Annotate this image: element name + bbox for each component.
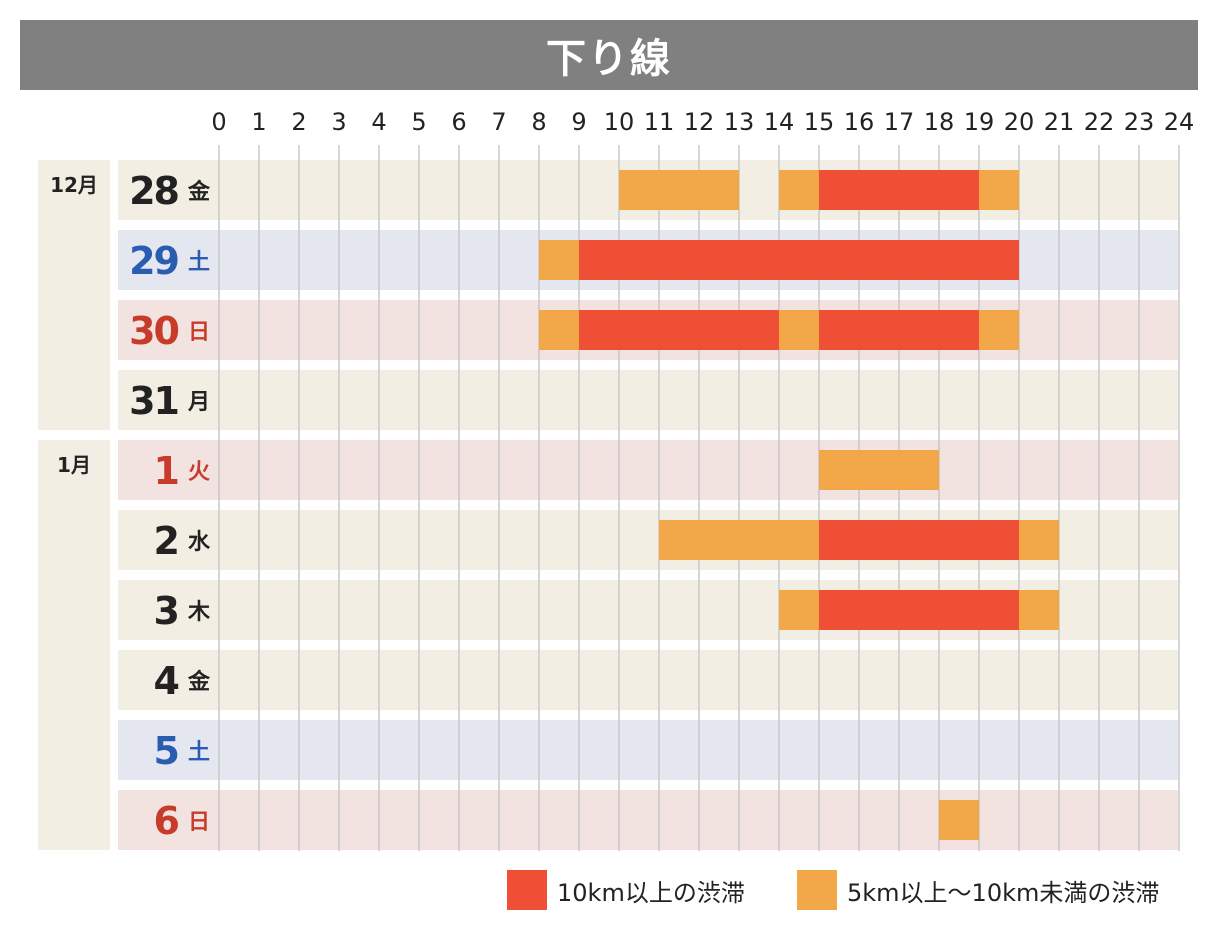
day-number: 3	[154, 589, 178, 633]
congestion-bar-minor	[979, 170, 1019, 210]
congestion-bar-minor	[1019, 520, 1059, 560]
weekday-label: 金	[187, 669, 211, 695]
congestion-bar-minor	[779, 590, 819, 630]
congestion-bar-minor	[539, 310, 579, 350]
weekday-label: 土	[188, 740, 210, 765]
day-number: 28	[129, 169, 178, 213]
congestion-bar-major	[579, 310, 779, 350]
day-number: 1	[154, 449, 178, 493]
congestion-bar-minor	[539, 240, 579, 280]
congestion-bar-major	[579, 240, 1019, 280]
x-tick-label: 2	[291, 108, 306, 136]
legend-label-minor: 5km以上〜10km未満の渋滞	[847, 878, 1160, 907]
month-label: 12月	[50, 173, 98, 197]
congestion-bar-minor	[819, 450, 939, 490]
x-tick-label: 22	[1084, 108, 1115, 136]
x-tick-label: 19	[964, 108, 995, 136]
x-tick-label: 13	[724, 108, 755, 136]
x-tick-label: 8	[531, 108, 546, 136]
row-background	[118, 370, 1178, 430]
row-background	[118, 650, 1178, 710]
congestion-bar-minor	[1019, 590, 1059, 630]
weekday-label: 火	[188, 460, 210, 485]
x-tick-label: 18	[924, 108, 955, 136]
legend-item-minor: 5km以上〜10km未満の渋滞	[797, 870, 1159, 910]
month-cell	[38, 160, 110, 430]
month-cell	[38, 440, 110, 850]
x-tick-label: 21	[1044, 108, 1075, 136]
row-background	[118, 720, 1178, 780]
x-tick-label: 4	[371, 108, 386, 136]
x-tick-label: 15	[804, 108, 835, 136]
x-tick-label: 7	[491, 108, 506, 136]
chart-title-bar: 下り線	[20, 20, 1198, 90]
legend-item-major: 10km以上の渋滞	[507, 870, 745, 910]
weekday-label: 日	[188, 320, 210, 345]
weekday-label: 土	[188, 250, 210, 275]
x-tick-label: 11	[644, 108, 675, 136]
day-number: 2	[154, 519, 178, 563]
legend-label-major: 10km以上の渋滞	[557, 878, 745, 907]
row-background	[118, 440, 1178, 500]
x-tick-label: 9	[571, 108, 586, 136]
congestion-bar-major	[819, 310, 979, 350]
congestion-bar-minor	[779, 170, 819, 210]
x-tick-label: 1	[251, 108, 266, 136]
congestion-bar-minor	[659, 520, 819, 560]
day-number: 5	[154, 729, 178, 773]
weekday-label: 木	[187, 600, 211, 625]
x-tick-label: 23	[1124, 108, 1155, 136]
chart-title: 下り線	[546, 36, 672, 82]
congestion-bar-major	[819, 520, 1019, 560]
x-tick-label: 10	[604, 108, 635, 136]
congestion-bar-minor	[939, 800, 979, 840]
x-tick-label: 0	[211, 108, 226, 136]
weekday-label: 月	[187, 390, 210, 415]
legend-swatch-major	[507, 870, 547, 910]
legend-swatch-minor	[797, 870, 837, 910]
x-tick-label: 20	[1004, 108, 1035, 136]
weekday-label: 日	[188, 810, 210, 835]
day-number: 6	[154, 799, 179, 843]
congestion-bar-minor	[979, 310, 1019, 350]
day-number: 4	[154, 659, 179, 703]
day-number: 30	[129, 309, 178, 353]
x-tick-label: 16	[844, 108, 875, 136]
congestion-bar-major	[819, 590, 1019, 630]
row-background	[118, 790, 1178, 850]
month-label: 1月	[57, 453, 91, 477]
congestion-bar-minor	[619, 170, 739, 210]
day-number: 29	[129, 239, 178, 283]
weekday-label: 金	[187, 179, 211, 205]
congestion-bar-minor	[779, 310, 819, 350]
x-tick-label: 17	[884, 108, 915, 136]
x-tick-label: 3	[331, 108, 346, 136]
x-tick-label: 6	[451, 108, 466, 136]
x-tick-label: 12	[684, 108, 715, 136]
day-number: 31	[129, 379, 178, 423]
x-tick-label: 24	[1164, 108, 1195, 136]
x-tick-label: 14	[764, 108, 795, 136]
weekday-label: 水	[188, 530, 211, 555]
congestion-bar-major	[819, 170, 979, 210]
x-tick-label: 5	[411, 108, 426, 136]
